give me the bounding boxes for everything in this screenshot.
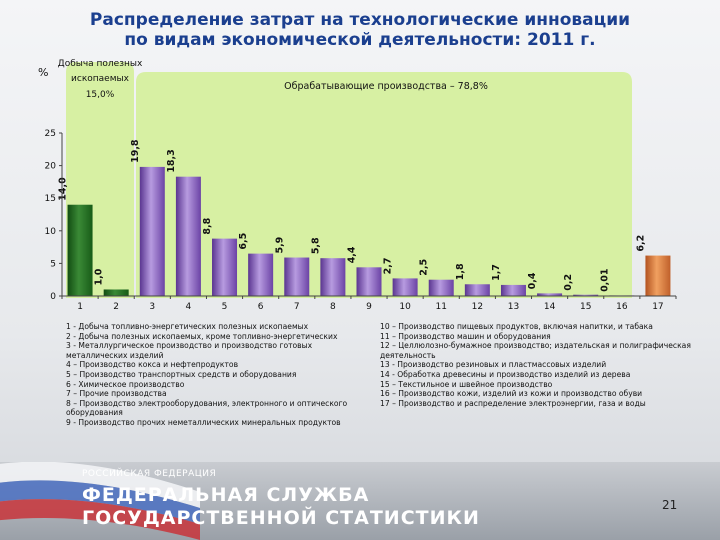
value-label-16: 0,01 bbox=[599, 268, 610, 291]
mining-label-line-1: Добыча полезных bbox=[58, 59, 143, 69]
legend-item: 4 – Производство кокса и нефтепродуктов bbox=[66, 360, 239, 370]
value-label-14: 0,4 bbox=[527, 272, 538, 289]
value-label-7: 5,9 bbox=[274, 237, 285, 254]
legend-item: 9 - Производство прочих неметаллических … bbox=[66, 417, 341, 427]
x-tick-label-1: 1 bbox=[77, 302, 83, 312]
org-name-line-2: ГОСУДАРСТВЕННОЙ СТАТИСТИКИ bbox=[82, 507, 480, 529]
page-number: 21 bbox=[662, 498, 678, 512]
x-tick-label-8: 8 bbox=[330, 302, 336, 312]
x-tick-label-6: 6 bbox=[258, 302, 264, 312]
y-tick-label-25: 25 bbox=[45, 129, 56, 139]
x-tick-label-9: 9 bbox=[366, 302, 372, 312]
org-name-line-1: ФЕДЕРАЛЬНАЯ СЛУЖБА bbox=[82, 484, 370, 506]
legend-right: 10 – Производство пищевых продуктов, вкл… bbox=[380, 322, 700, 408]
bar-4 bbox=[175, 176, 201, 296]
x-tick-label-10: 10 bbox=[399, 302, 411, 312]
value-label-2: 1,0 bbox=[94, 268, 105, 285]
bar-1 bbox=[67, 204, 93, 296]
manufacturing-label: Обрабатывающие производства – 78,8% bbox=[284, 81, 488, 92]
value-label-12: 1,8 bbox=[455, 263, 466, 280]
title-line-1: Распределение затрат на технологические … bbox=[89, 10, 631, 30]
legend-item: 1 - Добыча топливно-энергетических полез… bbox=[66, 322, 309, 331]
bar-3 bbox=[139, 166, 165, 296]
y-tick-label-10: 10 bbox=[45, 227, 57, 237]
x-tick-label-12: 12 bbox=[472, 302, 483, 312]
bar-15 bbox=[573, 294, 599, 296]
bar-14 bbox=[537, 293, 563, 296]
bar-13 bbox=[500, 284, 526, 296]
org-country: РОССИЙСКАЯ ФЕДЕРАЦИЯ bbox=[82, 469, 217, 479]
russian-flag-ribbon-icon bbox=[0, 462, 200, 540]
legend-item: 2 - Добыча полезных ископаемых, кроме то… bbox=[66, 331, 338, 341]
bar-5 bbox=[212, 238, 238, 296]
legend-item: 13 - Производство резиновых и пластмассо… bbox=[380, 360, 607, 370]
legend-item: 11 – Производство машин и оборудования bbox=[380, 331, 551, 341]
slide-title: Распределение затрат на технологические … bbox=[40, 10, 680, 50]
legend-item: 12 – Целлюлозно-бумажное производство; и… bbox=[380, 341, 691, 360]
value-label-11: 2,5 bbox=[419, 259, 430, 276]
value-label-13: 1,7 bbox=[491, 264, 502, 281]
y-unit-label: % bbox=[38, 66, 48, 79]
x-tick-label-7: 7 bbox=[294, 302, 300, 312]
bar-12 bbox=[464, 284, 490, 296]
legend-item: 7 – Прочие производства bbox=[66, 389, 167, 399]
bar-7 bbox=[284, 257, 310, 296]
x-tick-label-15: 15 bbox=[580, 302, 591, 312]
y-tick-label-0: 0 bbox=[50, 292, 56, 302]
value-label-8: 5,8 bbox=[310, 237, 321, 254]
mining-label-line-3: 15,0% bbox=[86, 90, 115, 100]
value-label-6: 6,5 bbox=[238, 233, 249, 250]
value-label-4: 18,3 bbox=[166, 149, 177, 172]
bar-8 bbox=[320, 258, 346, 296]
value-label-1: 14,0 bbox=[58, 177, 69, 201]
mining-label-line-2: ископаемых bbox=[71, 74, 130, 84]
value-label-17: 6,2 bbox=[635, 235, 646, 252]
y-tick-label-5: 5 bbox=[50, 259, 56, 269]
x-tick-label-13: 13 bbox=[508, 302, 519, 312]
bar-9 bbox=[356, 267, 382, 296]
x-tick-label-11: 11 bbox=[436, 302, 447, 312]
x-tick-label-3: 3 bbox=[149, 302, 155, 312]
legend-item: 10 – Производство пищевых продуктов, вкл… bbox=[380, 322, 653, 331]
manufacturing-highlight-region bbox=[136, 72, 632, 298]
legend-item: 8 – Производство электрооборудования, эл… bbox=[66, 398, 348, 418]
y-tick-label-20: 20 bbox=[45, 162, 57, 172]
x-tick-label-14: 14 bbox=[544, 302, 556, 312]
x-tick-label-4: 4 bbox=[186, 302, 192, 312]
bar-2 bbox=[103, 289, 129, 296]
value-label-10: 2,7 bbox=[383, 258, 394, 275]
legend-item: 6 - Химическое производство bbox=[66, 379, 185, 389]
bar-10 bbox=[392, 278, 418, 296]
y-tick-label-15: 15 bbox=[45, 194, 56, 204]
bar-6 bbox=[248, 253, 274, 296]
x-tick-label-5: 5 bbox=[222, 302, 228, 312]
value-label-5: 8,8 bbox=[202, 217, 213, 234]
legend-item: 17 – Производство и распределение электр… bbox=[380, 398, 646, 408]
value-label-9: 4,4 bbox=[347, 246, 358, 263]
value-label-15: 0,2 bbox=[563, 274, 574, 291]
legend-item: 14 - Обработка древесины и производство … bbox=[380, 369, 631, 379]
legend-left: 1 - Добыча топливно-энергетических полез… bbox=[66, 322, 366, 428]
bar-11 bbox=[428, 279, 454, 296]
bar-17 bbox=[645, 255, 671, 296]
x-tick-label-16: 16 bbox=[616, 302, 628, 312]
value-label-3: 19,8 bbox=[130, 139, 141, 163]
bar-chart: 14,0 1,0 19,8 18,3 8,8 6,5 5,9 5,8 4,4 2,7 2,5 1,8 1… bbox=[38, 59, 677, 312]
legend-item: 5 – Производство транспортных средств и … bbox=[66, 369, 297, 379]
title-line-2: по видам экономической деятельности: 201… bbox=[124, 30, 596, 50]
x-tick-label-17: 17 bbox=[652, 302, 663, 312]
footer-banner: РОССИЙСКАЯ ФЕДЕРАЦИЯ ФЕДЕРАЛЬНАЯ СЛУЖБА … bbox=[0, 462, 720, 540]
legend-item: 15 – Текстильное и швейное производство bbox=[380, 379, 553, 389]
legend-item: 3 - Металлургическое производство и прои… bbox=[66, 341, 313, 360]
legend-item: 16 – Производство кожи, изделий из кожи … bbox=[380, 389, 643, 399]
x-tick-label-2: 2 bbox=[113, 302, 119, 312]
